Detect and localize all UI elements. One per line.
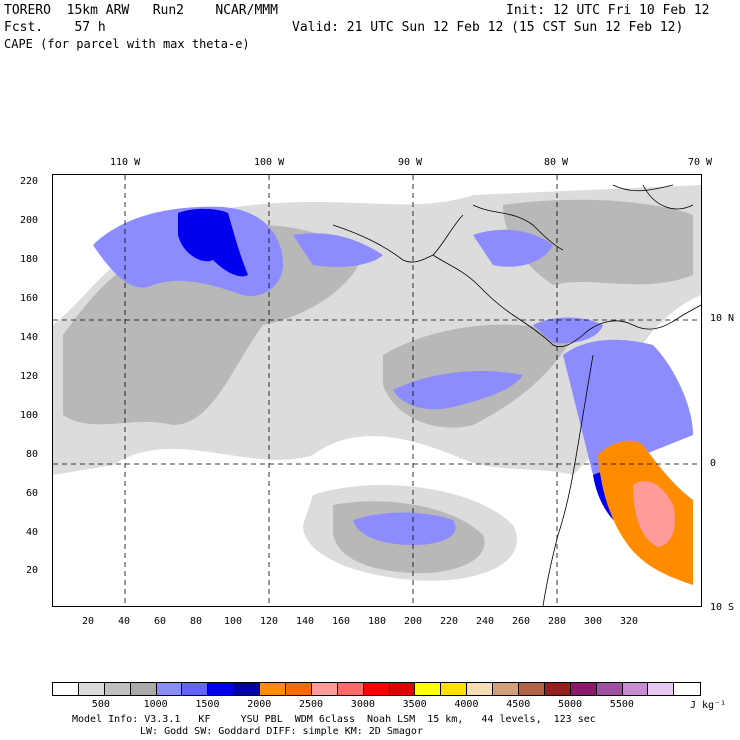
x-tick: 140 [296, 616, 315, 627]
colorbar-swatch [311, 683, 338, 695]
colorbar-swatch [389, 683, 416, 695]
x-tick: 200 [404, 616, 423, 627]
colorbar-label: 1000 [143, 699, 168, 710]
x-tick: 220 [440, 616, 459, 627]
colorbar-label: 5500 [609, 699, 634, 710]
lat-label-10s: 10 S [710, 602, 735, 613]
colorbar-swatch [363, 683, 390, 695]
colorbar-label: 2000 [247, 699, 272, 710]
colorbar [52, 682, 702, 696]
colorbar-label: 1500 [195, 699, 220, 710]
colorbar-label: 4000 [454, 699, 479, 710]
colorbar-swatch [286, 683, 312, 695]
x-tick: 20 [82, 616, 95, 627]
y-tick: 120 [20, 371, 39, 382]
colorbar-swatch [337, 683, 364, 695]
valid-time: Valid: 21 UTC Sun 12 Feb 12 (15 CST Sun … [292, 20, 684, 35]
colorbar-swatch [674, 683, 701, 695]
graticule [53, 175, 701, 606]
x-tick: 160 [332, 616, 351, 627]
cape-pink-field [633, 481, 675, 547]
cape-blue-field [93, 206, 693, 545]
colorbar-label: 3000 [350, 699, 375, 710]
init-time: Init: 12 UTC Fri 10 Feb 12 [506, 3, 710, 18]
cape-map-canvas [53, 175, 701, 606]
colorbar-swatch [415, 683, 442, 695]
y-tick: 220 [20, 176, 39, 187]
colorbar-swatch [208, 683, 235, 695]
colorbar-label: 4500 [506, 699, 531, 710]
x-tick: 320 [620, 616, 639, 627]
lon-label-80w: 80 W [544, 157, 569, 168]
x-tick: 100 [224, 616, 243, 627]
colorbar-swatch [622, 683, 649, 695]
colorbar-label: 2500 [299, 699, 324, 710]
x-tick: 80 [190, 616, 203, 627]
colorbar-swatch [544, 683, 571, 695]
y-tick: 80 [26, 449, 39, 460]
colorbar-unit: J kg⁻¹ [690, 700, 727, 711]
colorbar-swatch [156, 683, 183, 695]
colorbar-label: 5000 [558, 699, 583, 710]
lon-label-90w: 90 W [398, 157, 423, 168]
colorbar-swatch [493, 683, 520, 695]
model-info: Model Info: V3.3.1 KF YSU PBL WDM 6class… [72, 714, 596, 725]
colorbar-swatch [234, 683, 261, 695]
lat-label-0: 0 [710, 458, 717, 469]
y-tick: 160 [20, 293, 39, 304]
model-title: TORERO 15km ARW Run2 NCAR/MMM [4, 3, 278, 18]
x-tick: 120 [260, 616, 279, 627]
colorbar-swatch [130, 683, 157, 695]
lon-label-100w: 100 W [254, 157, 285, 168]
colorbar-swatch [467, 683, 494, 695]
cape-map [52, 174, 702, 607]
lon-label-110w: 110 W [110, 157, 141, 168]
x-tick: 240 [476, 616, 495, 627]
coastlines [332, 184, 701, 606]
colorbar-swatch [78, 683, 105, 695]
colorbar-swatch [104, 683, 131, 695]
colorbar-swatch [570, 683, 597, 695]
lat-label-10n: 10 N [710, 313, 735, 324]
x-tick: 260 [512, 616, 531, 627]
y-tick: 100 [20, 410, 39, 421]
colorbar-swatch [519, 683, 545, 695]
y-tick: 200 [20, 215, 39, 226]
x-tick: 280 [548, 616, 567, 627]
colorbar-label: 500 [91, 699, 110, 710]
y-tick: 180 [20, 254, 39, 265]
lon-label-70w: 70 W [688, 157, 713, 168]
colorbar-swatch [53, 683, 79, 695]
colorbar-swatch [596, 683, 623, 695]
colorbar-label: 3500 [402, 699, 427, 710]
x-tick: 300 [584, 616, 603, 627]
y-tick: 140 [20, 332, 39, 343]
colorbar-swatch [648, 683, 675, 695]
physics-info: LW: Godd SW: Goddard DIFF: simple KM: 2D… [140, 726, 423, 737]
colorbar-swatch [441, 683, 468, 695]
x-tick: 180 [368, 616, 387, 627]
forecast-hour: Fcst. 57 h [4, 20, 106, 35]
field-name: CAPE (for parcel with max theta-e) [4, 37, 250, 51]
x-tick: 60 [154, 616, 167, 627]
x-tick: 40 [118, 616, 131, 627]
y-tick: 60 [26, 488, 39, 499]
y-tick: 40 [26, 527, 39, 538]
y-tick: 20 [26, 565, 39, 576]
colorbar-swatch [182, 683, 209, 695]
colorbar-swatch [260, 683, 287, 695]
